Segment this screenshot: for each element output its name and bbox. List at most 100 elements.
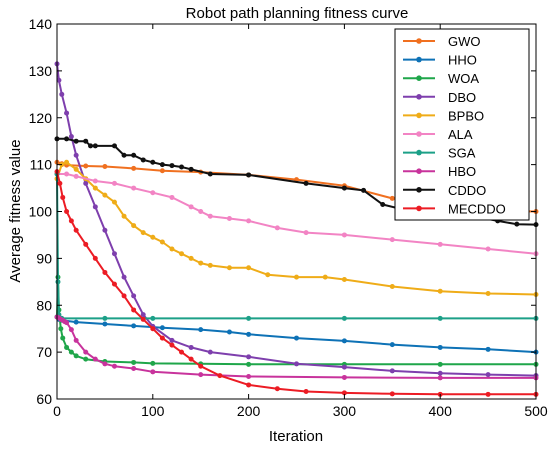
data-point [121,274,127,280]
y-tick-label: 110 [30,157,53,173]
data-point [150,190,156,196]
data-point [188,255,194,261]
data-point [274,225,280,231]
legend-label: HBO [448,164,476,179]
data-point [102,192,108,198]
data-point [188,166,194,172]
data-point [83,163,89,169]
legend-label: ALA [448,127,473,142]
data-point [159,335,165,341]
legend-item: BPBO [403,108,484,123]
data-point [73,152,79,158]
legend-marker [416,168,422,174]
data-point [303,180,309,186]
data-point [111,281,117,287]
data-point [56,77,62,83]
data-point [188,204,194,210]
data-point [389,237,395,243]
data-point [55,279,61,285]
legend-marker [416,187,422,193]
data-point [131,323,137,329]
y-axis-label: Average fitness value [7,139,24,282]
data-point [246,172,252,178]
data-point [341,364,347,370]
data-point [131,185,137,191]
data-point [102,164,108,169]
series-line [56,171,536,396]
data-point [380,201,386,207]
legend-item: CDDO [403,183,486,198]
data-point [341,374,347,380]
data-point [64,320,70,326]
data-point [102,361,108,367]
data-point [131,223,137,229]
data-point [246,315,252,321]
data-point [226,329,232,335]
data-point [294,274,299,280]
data-point [92,178,98,184]
data-point [64,209,70,214]
data-point [341,338,347,344]
data-point [389,391,395,397]
data-point [179,164,185,170]
legend-label: WOA [448,71,479,86]
data-point [88,143,94,149]
data-point [226,265,232,271]
data-point [246,354,252,360]
series-hbo [54,314,539,381]
data-point [207,262,213,268]
data-point [64,171,70,177]
data-point [150,234,156,240]
data-point [389,195,395,201]
legend-item: HBO [403,164,476,179]
data-point [159,325,165,331]
data-point [246,265,252,271]
series-hho [54,314,539,355]
series-bpbo [54,159,539,297]
data-point [60,194,66,200]
data-point [159,168,165,174]
data-point [303,389,309,394]
data-point [341,185,347,191]
data-point [217,373,223,379]
data-point [83,180,89,186]
legend-marker [416,75,422,81]
legend-label: DBO [448,90,476,105]
legend-marker [416,131,422,137]
legend-label: SGA [448,146,476,161]
data-point [111,143,117,149]
series-line [56,63,537,377]
legend-label: BPBO [448,108,484,123]
data-point [92,185,98,191]
series-line [56,316,537,354]
data-point [341,390,347,396]
legend-label: HHO [448,53,477,68]
x-tick-label: 100 [141,403,165,419]
data-point [83,349,89,355]
y-tick-label: 90 [36,250,52,266]
data-point [111,251,117,257]
y-tick-label: 60 [36,391,52,407]
legend-item: DBO [403,90,476,105]
data-point [73,353,79,359]
data-point [64,136,70,142]
data-point [92,143,98,149]
data-point [169,194,175,200]
data-point [59,91,65,97]
chart-title: Robot path planning fitness curve [186,5,409,22]
data-point [121,213,127,219]
data-point [150,369,156,375]
data-point [68,218,74,224]
data-point [198,260,204,266]
y-tick-label: 70 [36,344,52,360]
data-point [102,321,108,327]
data-point [140,312,146,318]
legend-item: MECDDO [403,201,506,216]
legend-marker [416,38,422,44]
data-point [150,159,156,165]
x-tick-label: 300 [333,403,357,419]
data-point [198,372,204,378]
data-point [485,291,491,297]
data-point [92,255,98,261]
data-point [92,204,98,210]
